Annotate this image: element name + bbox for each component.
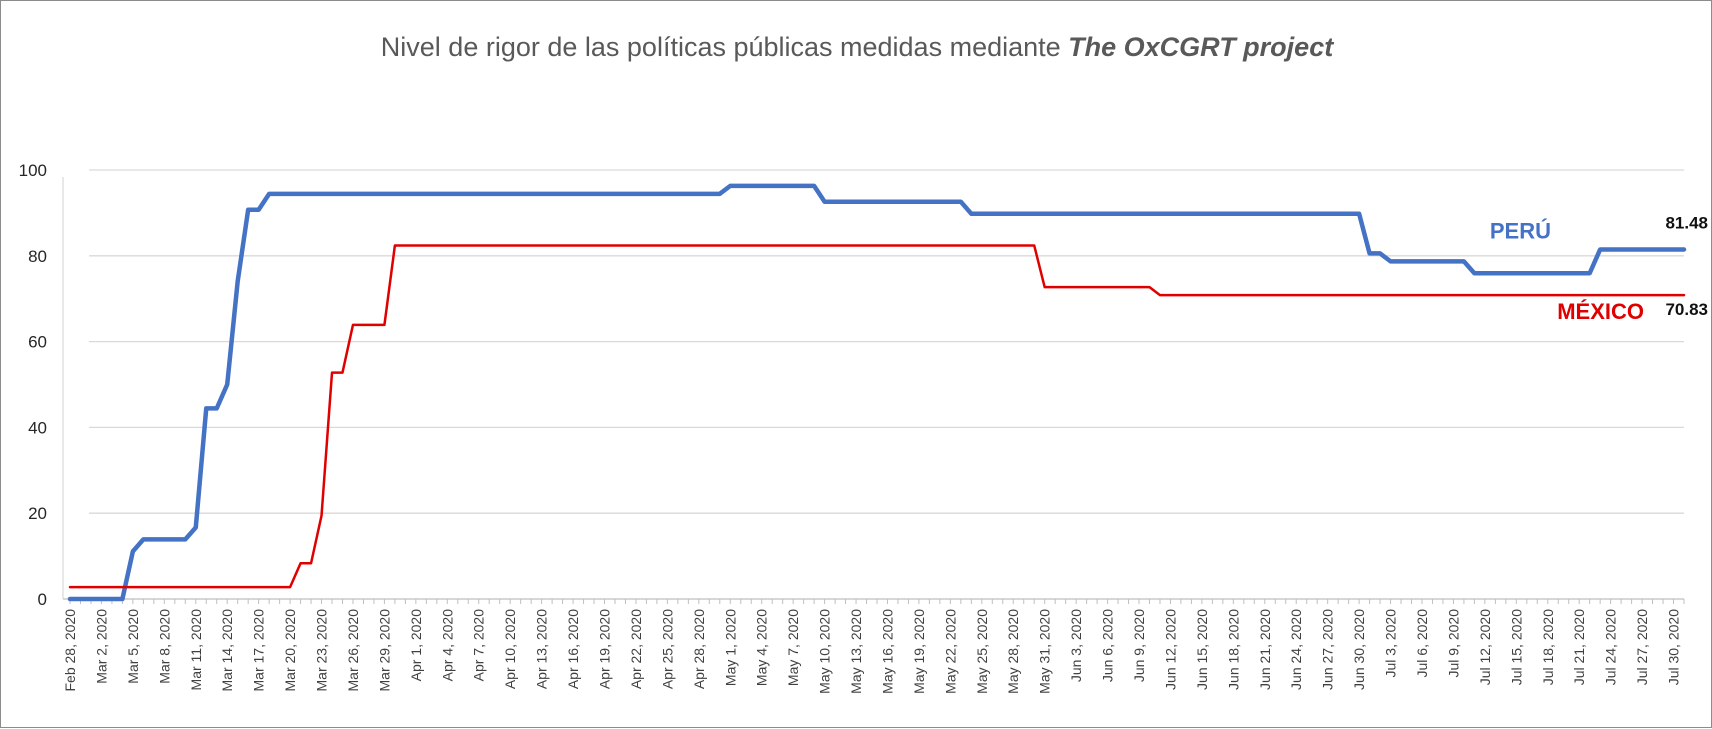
x-tick-label: May 19, 2020 xyxy=(911,609,927,694)
chart-title: Nivel de rigor de las políticas públicas… xyxy=(381,32,1334,62)
x-tick-label: May 1, 2020 xyxy=(722,609,738,686)
chart-title-main: Nivel de rigor de las políticas públicas… xyxy=(381,32,1068,62)
x-tick-label: Jun 9, 2020 xyxy=(1131,609,1147,682)
x-tick-label: May 10, 2020 xyxy=(817,609,833,694)
series-label-mexico: MÉXICO xyxy=(1557,299,1644,324)
x-tick-label: May 31, 2020 xyxy=(1037,609,1053,694)
series-labels: PERÚ 81.48 MÉXICO 70.83 xyxy=(1490,213,1708,324)
x-tick-label: May 22, 2020 xyxy=(942,609,958,694)
x-tick-label: Feb 28, 2020 xyxy=(62,609,78,692)
x-tick-label: Apr 16, 2020 xyxy=(565,609,581,689)
series-line-mexico xyxy=(70,245,1684,587)
end-value-peru: 81.48 xyxy=(1665,213,1708,232)
x-tick-label: Jul 30, 2020 xyxy=(1666,609,1682,685)
x-tick-label: May 7, 2020 xyxy=(785,609,801,686)
axes xyxy=(63,177,1684,599)
x-tick-label: May 25, 2020 xyxy=(974,609,990,694)
series-lines xyxy=(70,186,1684,599)
x-tick-label: May 4, 2020 xyxy=(754,609,770,686)
x-tick-label: Jun 21, 2020 xyxy=(1257,609,1273,690)
x-tick-label: Jul 12, 2020 xyxy=(1477,609,1493,685)
y-tick-label: 40 xyxy=(28,418,47,437)
x-tick-label: Jun 6, 2020 xyxy=(1100,609,1116,682)
x-tick-label: Apr 7, 2020 xyxy=(471,609,487,682)
y-tick-label: 60 xyxy=(28,333,47,352)
end-value-mexico: 70.83 xyxy=(1665,300,1708,319)
x-tick-label: Apr 19, 2020 xyxy=(597,609,613,689)
series-line-peru xyxy=(70,186,1684,599)
x-tick-label: Jun 27, 2020 xyxy=(1320,609,1336,690)
x-tick-label: Jul 6, 2020 xyxy=(1414,609,1430,678)
x-tick-label: Apr 22, 2020 xyxy=(628,609,644,689)
x-tick-label: Jul 18, 2020 xyxy=(1540,609,1556,685)
x-tick-label: Mar 8, 2020 xyxy=(156,609,172,684)
x-tick-label: Jun 30, 2020 xyxy=(1351,609,1367,690)
y-tick-label: 0 xyxy=(38,590,47,609)
y-tick-label: 20 xyxy=(28,504,47,523)
x-tick-label: Mar 23, 2020 xyxy=(314,609,330,692)
x-tick-label: Jul 3, 2020 xyxy=(1383,609,1399,678)
x-tick-label: Jun 24, 2020 xyxy=(1288,609,1304,690)
x-tick-label: Jul 24, 2020 xyxy=(1603,609,1619,685)
x-tick-label: May 13, 2020 xyxy=(848,609,864,694)
x-tick-label: May 16, 2020 xyxy=(879,609,895,694)
x-tick-label: Mar 29, 2020 xyxy=(376,609,392,692)
x-tick-label: Apr 28, 2020 xyxy=(691,609,707,689)
x-tick-label: Jun 3, 2020 xyxy=(1068,609,1084,682)
x-tick-label: Jul 15, 2020 xyxy=(1508,609,1524,685)
x-tick-label: Jun 15, 2020 xyxy=(1194,609,1210,690)
x-tick-label: Apr 10, 2020 xyxy=(502,609,518,689)
y-tick-label: 100 xyxy=(19,161,47,180)
gridlines xyxy=(89,170,1684,513)
series-label-peru: PERÚ xyxy=(1490,218,1551,243)
y-tick-label: 80 xyxy=(28,247,47,266)
x-tick-label: Jun 18, 2020 xyxy=(1225,609,1241,690)
x-tick-label: Apr 13, 2020 xyxy=(534,609,550,689)
x-tick-label: May 28, 2020 xyxy=(1005,609,1021,694)
x-tick-label: Apr 25, 2020 xyxy=(659,609,675,689)
x-tick-label: Jul 9, 2020 xyxy=(1445,609,1461,678)
x-tick-label: Jun 12, 2020 xyxy=(1162,609,1178,690)
x-tick-label: Mar 26, 2020 xyxy=(345,609,361,692)
x-tick-label: Mar 17, 2020 xyxy=(251,609,267,692)
x-tick-label: Apr 4, 2020 xyxy=(439,609,455,682)
x-tick-label: Mar 14, 2020 xyxy=(219,609,235,692)
x-axis-ticks: Feb 28, 2020 Mar 2, 2020 Mar 5, 2020 Mar 8,… xyxy=(62,599,1684,694)
chart-title-emphasis: The OxCGRT project xyxy=(1068,32,1334,62)
x-tick-label: Mar 20, 2020 xyxy=(282,609,298,692)
x-tick-label: Mar 11, 2020 xyxy=(188,609,204,691)
x-tick-label: Mar 2, 2020 xyxy=(93,609,109,684)
x-tick-label: Apr 1, 2020 xyxy=(408,609,424,682)
x-tick-label: Jul 27, 2020 xyxy=(1634,609,1650,685)
x-tick-label: Jul 21, 2020 xyxy=(1571,609,1587,685)
y-axis-ticks: 0 20 40 60 80 100 xyxy=(19,161,47,609)
x-tick-label: Mar 5, 2020 xyxy=(125,609,141,684)
